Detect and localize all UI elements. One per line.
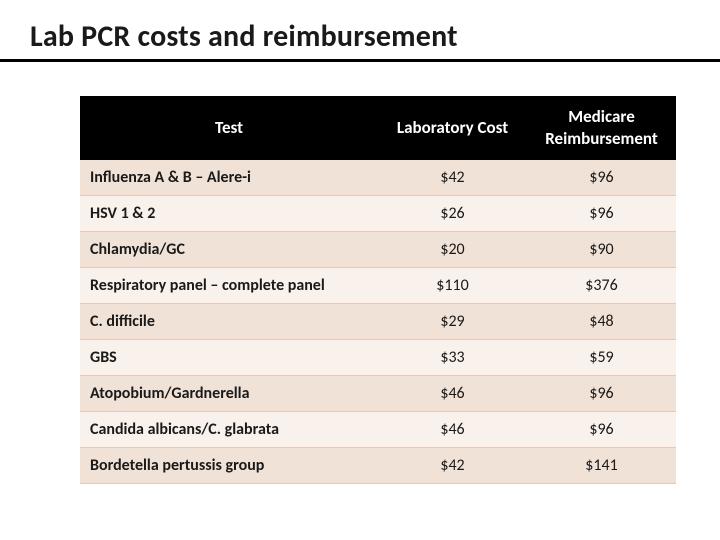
cell-medicare: $141 — [527, 448, 676, 484]
table-row: Influenza A & B – Alere-i $42 $96 — [80, 160, 676, 196]
cell-lab-cost: $42 — [378, 448, 527, 484]
table-row: Candida albicans/C. glabrata $46 $96 — [80, 412, 676, 448]
cell-lab-cost: $46 — [378, 412, 527, 448]
cell-medicare: $96 — [527, 376, 676, 412]
table-header-row: Test Laboratory Cost Medicare Reimbursem… — [80, 96, 676, 160]
cell-medicare: $376 — [527, 268, 676, 304]
cell-medicare: $96 — [527, 412, 676, 448]
cell-medicare: $96 — [527, 196, 676, 232]
cell-test: Atopobium/Gardnerella — [80, 376, 378, 412]
table-row: Atopobium/Gardnerella $46 $96 — [80, 376, 676, 412]
cell-test: Respiratory panel – complete panel — [80, 268, 378, 304]
cell-lab-cost: $42 — [378, 160, 527, 196]
cell-test: Chlamydia/GC — [80, 232, 378, 268]
table-row: C. difficile $29 $48 — [80, 304, 676, 340]
table-row: Bordetella pertussis group $42 $141 — [80, 448, 676, 484]
table-row: HSV 1 & 2 $26 $96 — [80, 196, 676, 232]
cell-test: GBS — [80, 340, 378, 376]
cell-test: C. difficile — [80, 304, 378, 340]
table-container: Test Laboratory Cost Medicare Reimbursem… — [0, 96, 720, 484]
cell-lab-cost: $33 — [378, 340, 527, 376]
cell-lab-cost: $46 — [378, 376, 527, 412]
cell-test: Influenza A & B – Alere-i — [80, 160, 378, 196]
col-header-medicare: Medicare Reimbursement — [527, 96, 676, 160]
col-header-lab-cost: Laboratory Cost — [378, 96, 527, 160]
cell-medicare: $90 — [527, 232, 676, 268]
cost-table: Test Laboratory Cost Medicare Reimbursem… — [80, 96, 676, 484]
cell-test: Candida albicans/C. glabrata — [80, 412, 378, 448]
cell-medicare: $96 — [527, 160, 676, 196]
cell-test: Bordetella pertussis group — [80, 448, 378, 484]
cell-lab-cost: $29 — [378, 304, 527, 340]
cell-lab-cost: $110 — [378, 268, 527, 304]
title-bar: Lab PCR costs and reimbursement — [0, 0, 720, 62]
cell-lab-cost: $26 — [378, 196, 527, 232]
page-title: Lab PCR costs and reimbursement — [30, 18, 720, 55]
table-row: GBS $33 $59 — [80, 340, 676, 376]
col-header-test: Test — [80, 96, 378, 160]
table-row: Chlamydia/GC $20 $90 — [80, 232, 676, 268]
cell-medicare: $59 — [527, 340, 676, 376]
cell-test: HSV 1 & 2 — [80, 196, 378, 232]
cell-medicare: $48 — [527, 304, 676, 340]
cell-lab-cost: $20 — [378, 232, 527, 268]
table-row: Respiratory panel – complete panel $110 … — [80, 268, 676, 304]
